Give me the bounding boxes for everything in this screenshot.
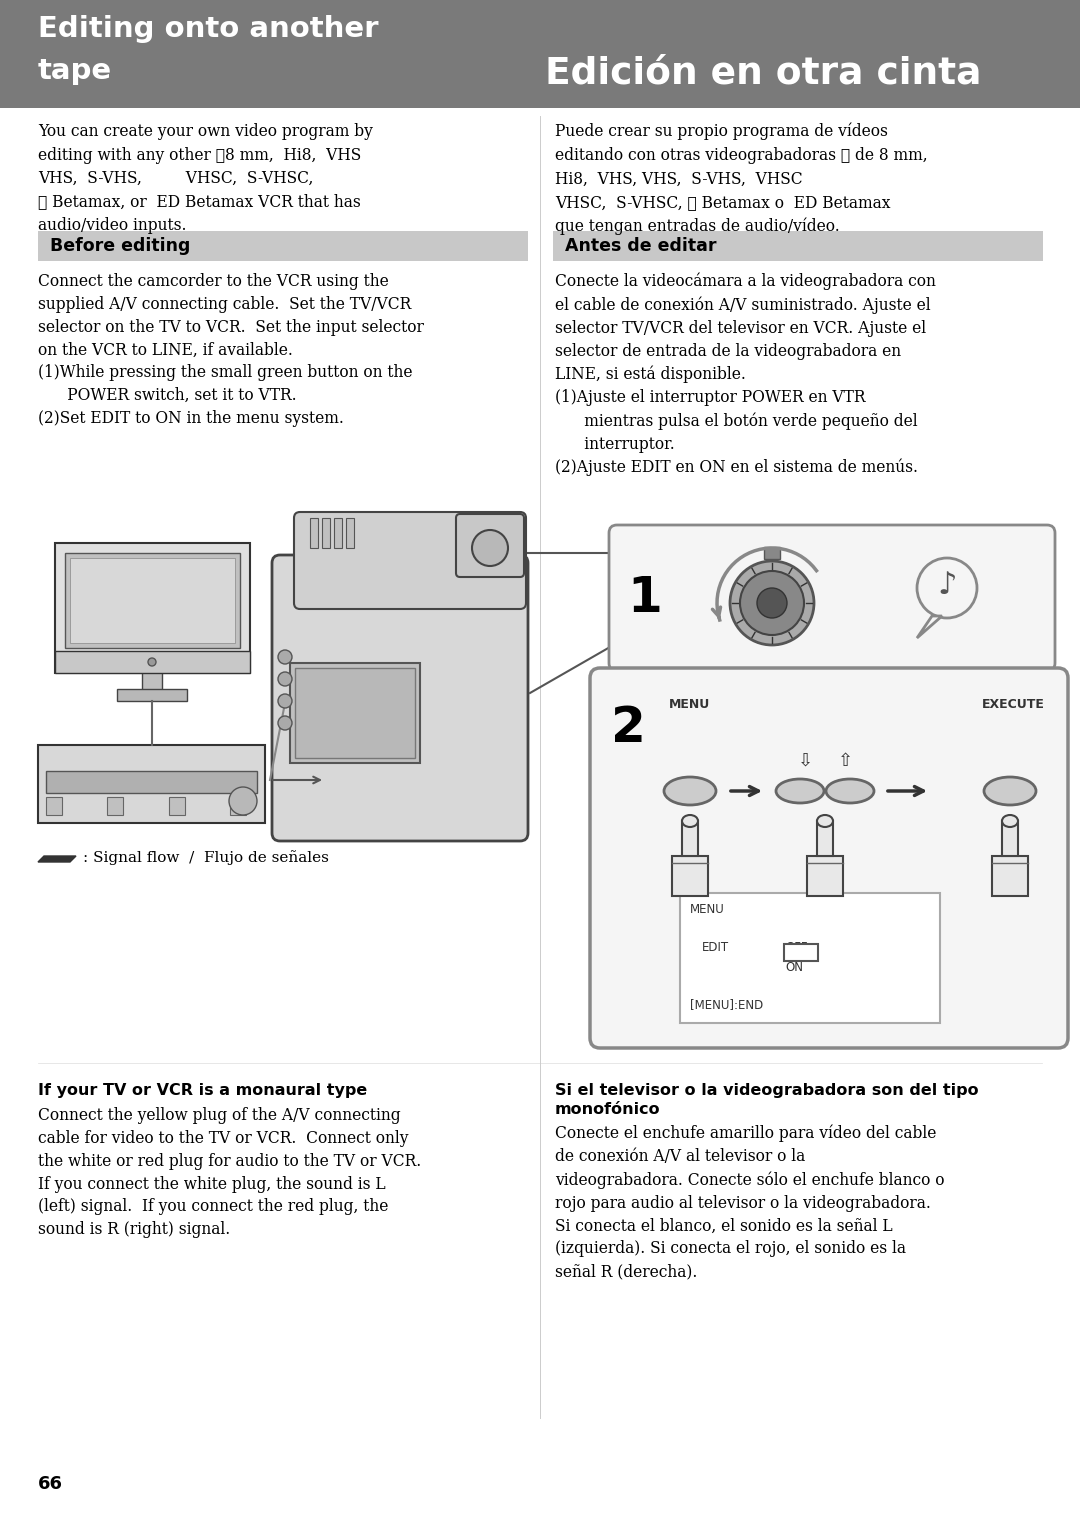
Text: EXECUTE: EXECUTE: [982, 698, 1044, 711]
Text: ⇩: ⇩: [797, 753, 812, 770]
Circle shape: [917, 558, 977, 618]
Text: ♪: ♪: [937, 570, 957, 599]
Circle shape: [730, 561, 814, 645]
Circle shape: [148, 658, 156, 665]
Text: tape: tape: [38, 57, 112, 84]
Text: 2: 2: [610, 704, 646, 753]
Text: If your TV or VCR is a monaural type: If your TV or VCR is a monaural type: [38, 1082, 367, 1098]
Bar: [65, 553, 240, 648]
Text: Antes de editar: Antes de editar: [565, 238, 716, 254]
FancyBboxPatch shape: [294, 512, 526, 609]
Text: Si el televisor o la videograbadora son del tipo
monofónico: Si el televisor o la videograbadora son …: [555, 1082, 978, 1116]
Circle shape: [229, 786, 257, 816]
Ellipse shape: [777, 779, 824, 803]
Text: MENU: MENU: [670, 698, 711, 711]
Polygon shape: [993, 855, 1028, 895]
Bar: [0, 0, 1080, 107]
Text: : Signal flow  /  Flujo de señales: : Signal flow / Flujo de señales: [83, 851, 329, 866]
Text: [MENU]:END: [MENU]:END: [690, 998, 764, 1010]
Polygon shape: [38, 855, 76, 862]
Text: Puede crear su propio programa de vídeos
editando con otras videograbadoras  de: Puede crear su propio programa de vídeos…: [555, 123, 928, 235]
Text: Edición en otra cinta: Edición en otra cinta: [545, 55, 982, 90]
Bar: [553, 231, 1043, 261]
Ellipse shape: [816, 816, 833, 826]
Circle shape: [278, 694, 292, 708]
Text: MENU: MENU: [690, 903, 725, 917]
Bar: [291, 662, 420, 763]
Bar: [346, 518, 354, 547]
Bar: [334, 518, 342, 547]
Bar: [310, 518, 318, 547]
Circle shape: [472, 530, 508, 566]
Polygon shape: [672, 855, 708, 895]
Bar: [680, 894, 940, 1023]
Ellipse shape: [1002, 816, 1018, 826]
Ellipse shape: [984, 777, 1036, 805]
Bar: [38, 231, 528, 261]
FancyBboxPatch shape: [55, 543, 249, 673]
Bar: [295, 668, 415, 757]
Bar: [107, 797, 123, 816]
Polygon shape: [807, 855, 843, 895]
FancyBboxPatch shape: [590, 668, 1068, 1049]
FancyBboxPatch shape: [456, 514, 524, 576]
Text: Editing onto another: Editing onto another: [38, 15, 378, 43]
Polygon shape: [816, 822, 833, 855]
Text: ON: ON: [785, 961, 804, 973]
Polygon shape: [681, 822, 698, 855]
Bar: [46, 797, 62, 816]
Text: ⇧: ⇧: [837, 753, 852, 770]
Text: Connect the camcorder to the VCR using the
supplied A/V connecting cable.  Set t: Connect the camcorder to the VCR using t…: [38, 273, 423, 428]
FancyBboxPatch shape: [609, 524, 1055, 671]
Text: Conecte la videocámara a la videograbadora con
el cable de conexión A/V suminist: Conecte la videocámara a la videograbado…: [555, 273, 936, 477]
Bar: [117, 688, 187, 701]
Bar: [70, 558, 235, 642]
Ellipse shape: [826, 779, 874, 803]
Bar: [784, 944, 818, 961]
Ellipse shape: [664, 777, 716, 805]
Text: Before editing: Before editing: [50, 238, 190, 254]
Text: Connect the yellow plug of the A/V connecting
cable for video to the TV or VCR. : Connect the yellow plug of the A/V conne…: [38, 1107, 421, 1239]
Bar: [764, 547, 780, 560]
Polygon shape: [917, 616, 942, 638]
Circle shape: [278, 716, 292, 730]
Ellipse shape: [681, 816, 698, 826]
Bar: [141, 671, 162, 691]
Text: 66: 66: [38, 1475, 63, 1493]
Bar: [46, 771, 257, 793]
Polygon shape: [1002, 822, 1018, 855]
Bar: [55, 652, 249, 673]
Bar: [322, 518, 330, 547]
Bar: [38, 745, 265, 823]
Circle shape: [740, 570, 804, 635]
FancyBboxPatch shape: [272, 555, 528, 842]
Text: EDIT: EDIT: [702, 941, 729, 954]
Text: 1: 1: [627, 573, 662, 622]
Circle shape: [757, 589, 787, 618]
Text: Conecte el enchufe amarillo para vídeo del cable
de conexión A/V al televisor o : Conecte el enchufe amarillo para vídeo d…: [555, 1125, 945, 1280]
Bar: [230, 797, 246, 816]
Text: You can create your own video program by
editing with any other 8 mm,  Hi8,  VH: You can create your own video program by…: [38, 123, 373, 235]
Text: OFF: OFF: [785, 941, 808, 954]
Circle shape: [278, 671, 292, 685]
Bar: [168, 797, 185, 816]
Circle shape: [278, 650, 292, 664]
